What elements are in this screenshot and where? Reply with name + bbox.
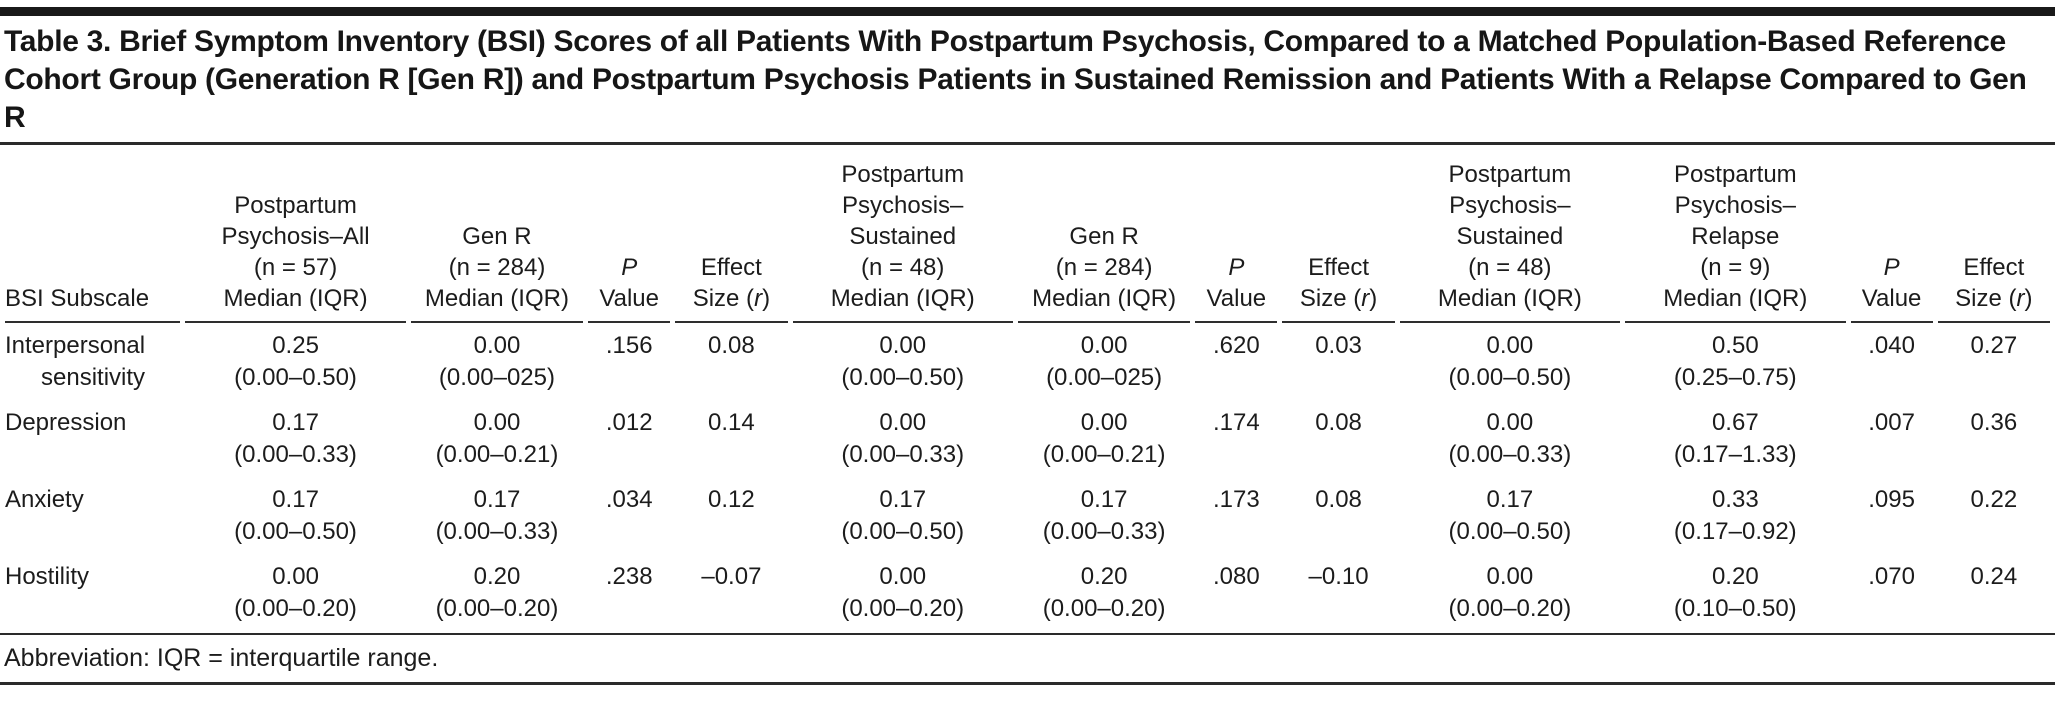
col-header-p-value-2: P Value bbox=[1195, 145, 1278, 323]
cell-pp-relapse: 0.67 (0.17–1.33) bbox=[1673, 409, 1797, 468]
cell-effect-size-2: –0.10 bbox=[1308, 563, 1369, 590]
row-label: Hostility bbox=[5, 563, 90, 590]
col-header-effect-size-1: Effect Size (r) bbox=[675, 145, 788, 323]
cell-gen-r-1: 0.17 (0.00–0.33) bbox=[435, 486, 559, 545]
cell-gen-r-2: 0.00 (0.00–025) bbox=[1046, 332, 1163, 391]
cell-pp-sustained-2: 0.00 (0.00–0.50) bbox=[1448, 332, 1572, 391]
header-row: BSI Subscale Postpartum Psychosis–All (n =… bbox=[5, 145, 2050, 323]
col-header-pp-all: Postpartum Psychosis–All (n = 57) Median (I… bbox=[185, 145, 406, 323]
cell-p-value-1: .034 bbox=[605, 486, 653, 513]
cell-effect-size-3: 0.22 bbox=[1970, 486, 2018, 513]
cell-gen-r-2: 0.17 (0.00–0.33) bbox=[1042, 486, 1166, 545]
col-header-p-value-1: P Value bbox=[588, 145, 671, 323]
row-label: Depression bbox=[5, 409, 127, 436]
cell-p-value-2: .174 bbox=[1213, 409, 1260, 436]
cell-pp-relapse: 0.33 (0.17–0.92) bbox=[1673, 486, 1797, 545]
cell-pp-all: 0.17 (0.00–0.33) bbox=[234, 409, 357, 468]
table-row: Depression 0.17 (0.00–0.33) 0.00 (0.00–0.21)… bbox=[5, 400, 2050, 477]
cell-gen-r-2: 0.00 (0.00–0.21) bbox=[1042, 409, 1166, 468]
cell-pp-relapse: 0.20 (0.10–0.50) bbox=[1673, 563, 1797, 622]
bsi-scores-table: BSI Subscale Postpartum Psychosis–All (n =… bbox=[0, 145, 2055, 631]
cell-pp-sustained-1: 0.00 (0.00–0.50) bbox=[841, 332, 965, 391]
cell-effect-size-2: 0.08 bbox=[1315, 486, 1362, 513]
cell-p-value-2: .620 bbox=[1213, 332, 1260, 359]
col-header-pp-sustained-1: Postpartum Psychosis– Sustained (n = 48) Med… bbox=[792, 145, 1013, 323]
cell-pp-sustained-2: 0.00 (0.00–0.33) bbox=[1448, 409, 1572, 468]
row-label: Anxiety bbox=[5, 486, 84, 513]
cell-gen-r-2: 0.20 (0.00–0.20) bbox=[1042, 563, 1166, 622]
footnote-divider bbox=[0, 633, 2055, 635]
col-header-bsi-subscale: BSI Subscale bbox=[5, 145, 181, 323]
cell-p-value-1: .012 bbox=[605, 409, 653, 436]
cell-pp-all: 0.25 (0.00–0.50) bbox=[234, 332, 357, 391]
cell-pp-sustained-1: 0.00 (0.00–0.33) bbox=[841, 409, 965, 468]
cell-p-value-2: .173 bbox=[1213, 486, 1260, 513]
col-header-effect-size-3: Effect Size (r) bbox=[1937, 145, 2050, 323]
cell-effect-size-1: –0.07 bbox=[701, 563, 762, 590]
cell-effect-size-1: 0.12 bbox=[708, 486, 755, 513]
cell-gen-r-1: 0.00 (0.00–0.21) bbox=[435, 409, 559, 468]
col-header-pp-relapse: Postpartum Psychosis– Relapse (n = 9) Median… bbox=[1625, 145, 1846, 323]
col-header-p-value-3: P Value bbox=[1850, 145, 1933, 323]
cell-pp-sustained-2: 0.00 (0.00–0.20) bbox=[1448, 563, 1572, 622]
cell-effect-size-3: 0.36 bbox=[1970, 409, 2018, 436]
bottom-rule bbox=[0, 682, 2055, 685]
abbreviation-footnote: Abbreviation: IQR = interquartile range. bbox=[4, 644, 439, 672]
cell-p-value-2: .080 bbox=[1213, 563, 1260, 590]
cell-p-value-1: .156 bbox=[605, 332, 653, 359]
cell-p-value-3: .040 bbox=[1868, 332, 1915, 359]
cell-pp-all: 0.17 (0.00–0.50) bbox=[234, 486, 357, 545]
col-header-gen-r-2: Gen R (n = 284) Median (IQR) bbox=[1017, 145, 1191, 323]
row-label: Interpersonal sensitivity bbox=[5, 332, 146, 391]
table-title: Table 3. Brief Symptom Inventory (BSI) S… bbox=[4, 25, 2027, 134]
cell-p-value-3: .095 bbox=[1868, 486, 1915, 513]
table-row: Interpersonal sensitivity 0.25 (0.00–0.50)… bbox=[5, 323, 2050, 400]
title-divider bbox=[0, 142, 2055, 145]
cell-pp-all: 0.00 (0.00–0.20) bbox=[234, 563, 357, 622]
cell-effect-size-2: 0.08 bbox=[1315, 409, 1362, 436]
cell-gen-r-1: 0.00 (0.00–025) bbox=[438, 332, 555, 391]
col-header-effect-size-2: Effect Size (r) bbox=[1282, 145, 1395, 323]
cell-pp-relapse: 0.50 (0.25–0.75) bbox=[1673, 332, 1797, 391]
cell-pp-sustained-1: 0.17 (0.00–0.50) bbox=[841, 486, 965, 545]
cell-effect-size-2: 0.03 bbox=[1315, 332, 1362, 359]
cell-effect-size-1: 0.08 bbox=[708, 332, 755, 359]
top-rule-bar bbox=[0, 7, 2055, 16]
cell-p-value-3: .007 bbox=[1868, 409, 1915, 436]
cell-effect-size-3: 0.24 bbox=[1970, 563, 2018, 590]
col-header-gen-r-1: Gen R (n = 284) Median (IQR) bbox=[410, 145, 584, 323]
cell-p-value-3: .070 bbox=[1868, 563, 1915, 590]
cell-gen-r-1: 0.20 (0.00–0.20) bbox=[435, 563, 559, 622]
paper-table-figure: Table 3. Brief Symptom Inventory (BSI) S… bbox=[0, 7, 2055, 685]
cell-p-value-1: .238 bbox=[605, 563, 653, 590]
col-header-pp-sustained-2: Postpartum Psychosis– Sustained (n = 48) Med… bbox=[1399, 145, 1621, 323]
cell-effect-size-1: 0.14 bbox=[708, 409, 755, 436]
cell-pp-sustained-2: 0.17 (0.00–0.50) bbox=[1448, 486, 1572, 545]
cell-pp-sustained-1: 0.00 (0.00–0.20) bbox=[841, 563, 965, 622]
table-row: Hostility 0.00 (0.00–0.20) 0.20 (0.00–0.20).… bbox=[5, 554, 2050, 631]
table-row: Anxiety 0.17 (0.00–0.50) 0.17 (0.00–0.33) .03… bbox=[5, 477, 2050, 554]
cell-effect-size-3: 0.27 bbox=[1970, 332, 2018, 359]
